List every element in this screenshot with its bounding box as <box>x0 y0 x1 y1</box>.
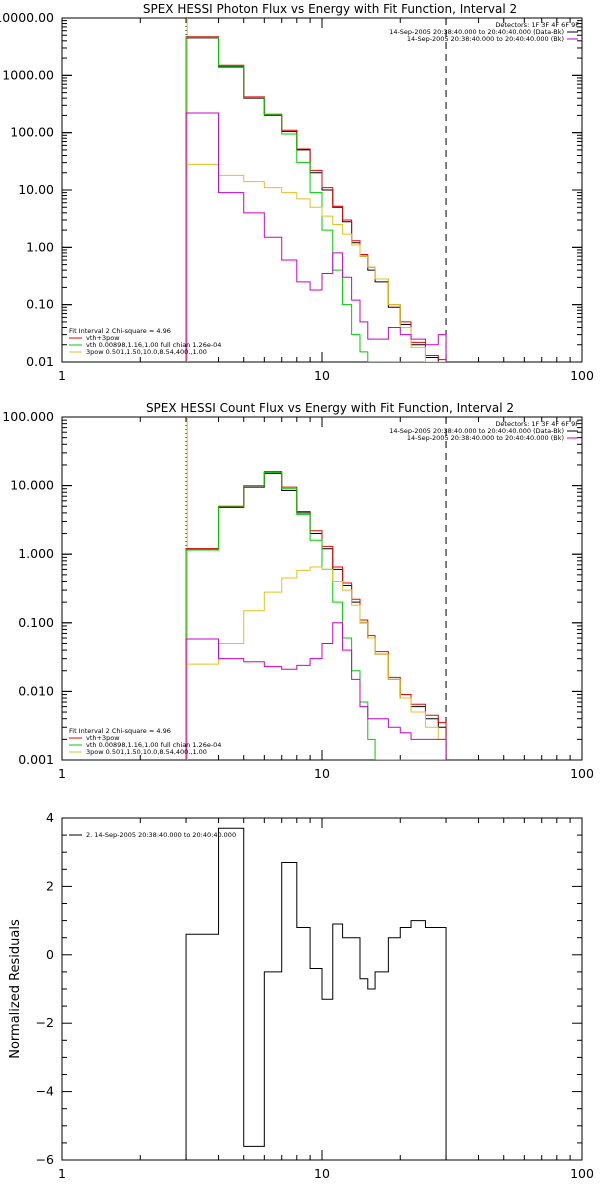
chart-title: SPEX HESSI Photon Flux vs Energy with Fi… <box>143 2 517 16</box>
chart-panel-2: SPEX HESSI Count Flux vs Energy with Fit… <box>2 401 594 781</box>
y-tick-label: 100.00 <box>10 125 54 140</box>
y-tick-label: 10.000 <box>10 478 54 493</box>
x-axis-ticks <box>61 417 583 760</box>
series-line-4 <box>185 163 447 362</box>
series-line-3 <box>185 36 447 362</box>
y-axis-ticks <box>62 817 582 1161</box>
series-line-1 <box>185 473 447 760</box>
y-tick-label: 2 <box>46 878 54 893</box>
series-line-5 <box>185 112 447 362</box>
legend-entry: vth+3pow <box>86 734 120 742</box>
y-axis-ticks <box>62 17 582 363</box>
y-tick-label: 10.00 <box>18 182 54 197</box>
x-tick-label: 100 <box>570 368 594 383</box>
series-line-3 <box>185 472 447 760</box>
x-tick-label: 100 <box>570 1166 594 1181</box>
x-tick-label: 1 <box>58 1166 66 1181</box>
plot-area <box>185 36 447 362</box>
x-tick-label: 100 <box>570 766 594 781</box>
legend-entry: Fit Interval 2 Chi-square = 4.96 <box>69 327 171 335</box>
chart-panel-1: SPEX HESSI Photon Flux vs Energy with Fi… <box>0 2 594 383</box>
y-tick-label: 0.010 <box>18 683 54 698</box>
y-tick-label: 4 <box>46 810 54 825</box>
header-line: Detectors: 1F 3F 4F 6F 9F <box>495 21 579 29</box>
plot-frame <box>61 416 583 761</box>
legend-entry: vth 0.00898,1.16,1.00 full chian 1.26e-0… <box>86 341 221 349</box>
header-line: 14-Sep-2005 20:38:40.000 to 20:40:40.000… <box>407 434 564 442</box>
header-line: 14-Sep-2005 20:38:40.000 to 20:40:40.000… <box>389 28 564 36</box>
y-tick-label: 100.000 <box>2 409 54 424</box>
y-tick-label: −2 <box>36 1015 54 1030</box>
y-axis-ticks <box>62 416 582 761</box>
y-tick-label: −6 <box>36 1152 54 1167</box>
series-line-1 <box>185 37 447 362</box>
legend-entry: 3pow 0.501,1.50,10.0,8.54,400.,1.00 <box>86 748 207 756</box>
y-tick-label: 0.10 <box>26 297 54 312</box>
plot-area <box>185 827 447 1160</box>
y-tick-label: 0 <box>46 947 54 962</box>
series-line-2 <box>185 36 447 362</box>
series-line-2 <box>185 471 447 760</box>
legend-entry: 3pow 0.501,1.50,10.0,8.54,400.,1.00 <box>86 348 207 356</box>
chart-title: SPEX HESSI Count Flux vs Energy with Fit… <box>146 401 514 415</box>
legend-entry: vth 0.00898,1.16,1.00 full chian 1.26e-0… <box>86 741 221 749</box>
y-tick-label: 1.00 <box>26 239 54 254</box>
x-tick-label: 1 <box>58 766 66 781</box>
y-tick-label: 0.01 <box>26 354 54 369</box>
x-tick-label: 1 <box>58 368 66 383</box>
legend-entry: Fit Interval 2 Chi-square = 4.96 <box>69 727 171 735</box>
header-line: 14-Sep-2005 20:38:40.000 to 20:40:40.000… <box>407 35 564 43</box>
series-line-1 <box>185 827 447 1160</box>
legend-entry: 2. 14-Sep-2005 20:38:40.000 to 20:40:40.… <box>86 831 236 839</box>
series-line-5 <box>185 622 447 760</box>
y-tick-label: 0.100 <box>18 615 54 630</box>
y-tick-label: 10000.00 <box>0 10 54 25</box>
y-tick-label: 1000.00 <box>2 67 54 82</box>
x-tick-label: 10 <box>314 1166 330 1181</box>
header-line: 14-Sep-2005 20:38:40.000 to 20:40:40.000… <box>389 427 564 435</box>
header-line: Detectors: 1F 3F 4F 6F 9F <box>495 420 579 428</box>
legend-entry: vth+3pow <box>86 334 120 342</box>
x-tick-label: 10 <box>314 368 330 383</box>
y-axis-label: Normalized Residuals <box>8 919 23 1059</box>
x-axis-ticks <box>61 818 583 1160</box>
series-line-4 <box>185 566 447 760</box>
plot-area <box>185 471 447 760</box>
chart-panel-3: 1 10 100 4 2 0 −2 −4 −6 Normalized Residuals 2. 14… <box>8 810 594 1181</box>
y-tick-label: 1.000 <box>18 546 54 561</box>
y-tick-label: −4 <box>36 1084 54 1099</box>
x-tick-label: 10 <box>314 766 330 781</box>
y-tick-label: 0.001 <box>18 752 54 767</box>
x-axis-ticks <box>61 18 583 362</box>
